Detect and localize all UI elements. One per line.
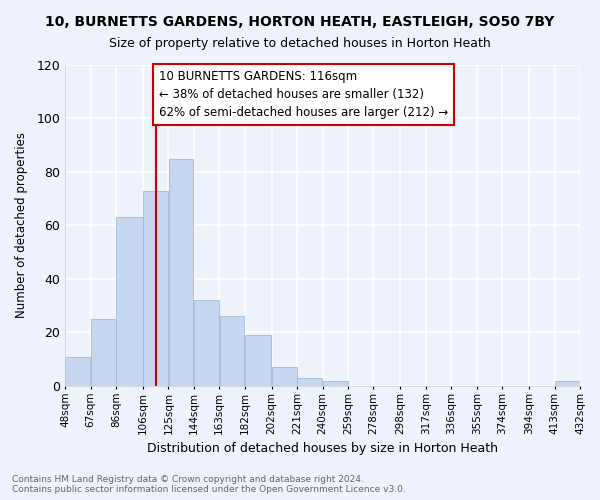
Bar: [65, 356, 90, 386]
Bar: [555, 380, 580, 386]
Bar: [220, 316, 244, 386]
Bar: [169, 158, 193, 386]
X-axis label: Distribution of detached houses by size in Horton Heath: Distribution of detached houses by size …: [147, 442, 498, 455]
Bar: [91, 319, 116, 386]
Bar: [116, 218, 143, 386]
Text: 10 BURNETTS GARDENS: 116sqm
← 38% of detached houses are smaller (132)
62% of se: 10 BURNETTS GARDENS: 116sqm ← 38% of det…: [159, 70, 448, 120]
Bar: [245, 335, 271, 386]
Text: Size of property relative to detached houses in Horton Heath: Size of property relative to detached ho…: [109, 38, 491, 51]
Bar: [143, 190, 168, 386]
Bar: [194, 300, 219, 386]
Y-axis label: Number of detached properties: Number of detached properties: [15, 132, 28, 318]
Text: 10, BURNETTS GARDENS, HORTON HEATH, EASTLEIGH, SO50 7BY: 10, BURNETTS GARDENS, HORTON HEATH, EAST…: [46, 15, 554, 29]
Bar: [323, 380, 347, 386]
Bar: [298, 378, 322, 386]
Bar: [272, 368, 297, 386]
Text: Contains HM Land Registry data © Crown copyright and database right 2024.
Contai: Contains HM Land Registry data © Crown c…: [12, 474, 406, 494]
